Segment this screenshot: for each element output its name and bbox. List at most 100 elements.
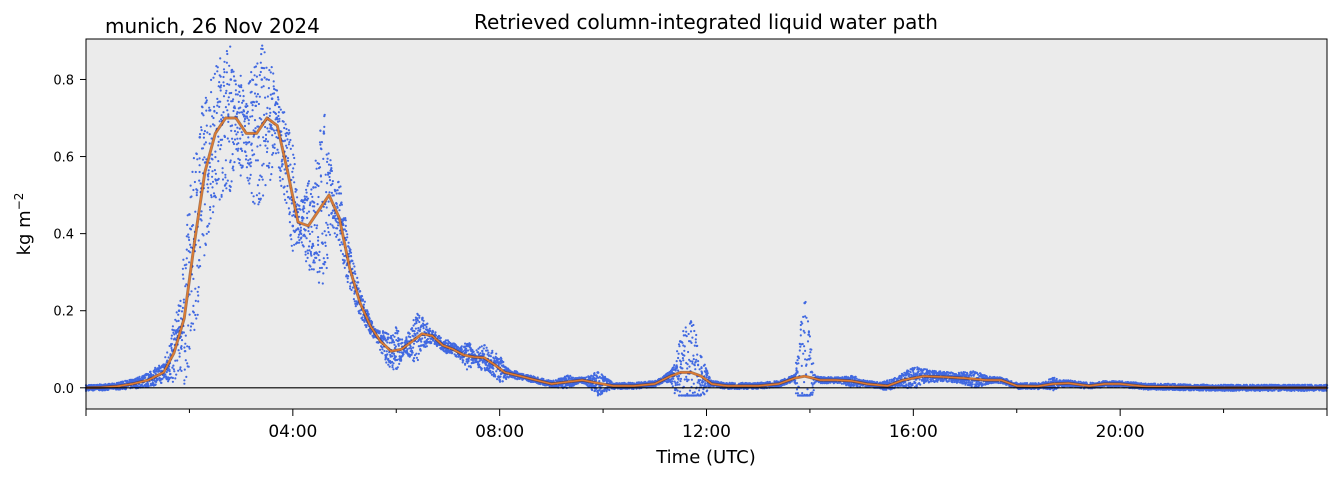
scatter-point (213, 124, 216, 127)
scatter-point (211, 158, 214, 161)
scatter-point (196, 264, 199, 267)
scatter-point (292, 214, 295, 217)
scatter-point (677, 369, 680, 372)
scatter-point (256, 62, 259, 65)
scatter-point (231, 153, 234, 156)
scatter-point (326, 256, 329, 260)
scatter-point (204, 141, 207, 144)
scatter-point (318, 166, 322, 169)
scatter-point (425, 345, 428, 348)
scatter-point (321, 242, 324, 245)
scatter-point (401, 338, 404, 341)
scatter-point (305, 191, 308, 194)
scatter-point (306, 256, 309, 259)
scatter-point (318, 259, 321, 262)
scatter-point (467, 360, 470, 363)
scatter-point (183, 382, 186, 385)
scatter-point (183, 379, 186, 382)
scatter-point (361, 316, 364, 319)
scatter-point (349, 255, 353, 258)
scatter-point (198, 157, 201, 160)
scatter-point (286, 157, 290, 160)
scatter-point (699, 383, 702, 387)
scatter-point (305, 188, 308, 191)
scatter-point (226, 82, 229, 86)
scatter-point (304, 250, 307, 253)
scatter-point (252, 135, 255, 138)
scatter-point (330, 169, 333, 173)
scatter-point (706, 389, 709, 392)
scatter-point (338, 243, 342, 246)
scatter-point (677, 343, 681, 346)
scatter-point (686, 363, 689, 366)
scatter-point (495, 352, 498, 355)
scatter-point (317, 162, 321, 165)
scatter-point (322, 257, 325, 260)
scatter-point (370, 320, 374, 324)
scatter-point (395, 327, 398, 330)
scatter-point (698, 389, 701, 392)
scatter-point (708, 377, 711, 380)
scatter-point (214, 156, 217, 159)
scatter-point (432, 339, 435, 342)
scatter-point (203, 130, 206, 133)
scatter-point (383, 337, 386, 340)
scatter-point (256, 93, 259, 96)
scatter-point (477, 347, 480, 350)
scatter-point (271, 153, 274, 156)
scatter-point (806, 320, 810, 323)
scatter-point (341, 253, 344, 256)
scatter-point (398, 362, 401, 365)
scatter-point (471, 348, 474, 351)
scatter-point (304, 253, 307, 256)
scatter-point (685, 378, 688, 381)
scatter-point (340, 203, 343, 206)
scatter-point (392, 368, 395, 371)
scatter-point (481, 349, 484, 352)
scatter-point (357, 287, 360, 290)
scatter-point (683, 345, 686, 348)
scatter-point (803, 381, 806, 384)
scatter-point (183, 368, 186, 371)
scatter-point (320, 148, 323, 151)
scatter-point (794, 392, 798, 395)
scatter-point (240, 86, 243, 89)
scatter-point (270, 97, 274, 100)
scatter-point (192, 304, 195, 307)
scatter-point (313, 261, 316, 264)
scatter-point (476, 361, 480, 364)
scatter-point (213, 194, 216, 197)
scatter-point (691, 360, 694, 363)
scatter-point (260, 175, 263, 178)
scatter-point (271, 134, 274, 137)
scatter-point (242, 89, 245, 92)
scatter-point (337, 180, 340, 183)
scatter-point (187, 233, 190, 236)
scatter-point (422, 327, 425, 330)
scatter-point (199, 246, 202, 249)
scatter-point (392, 341, 396, 344)
scatter-point (341, 243, 344, 246)
scatter-point (447, 342, 450, 345)
scatter-point (325, 266, 328, 270)
scatter-point (331, 182, 334, 185)
scatter-point (235, 112, 238, 115)
scatter-point (327, 152, 330, 155)
scatter-point (186, 214, 189, 217)
scatter-point (349, 248, 352, 251)
scatter-point (204, 243, 207, 246)
scatter-point (198, 136, 202, 139)
scatter-point (225, 50, 228, 53)
scatter-point (322, 157, 325, 160)
scatter-point (693, 344, 696, 347)
scatter-point (307, 182, 310, 185)
scatter-point (179, 299, 182, 302)
scatter-point (254, 104, 258, 107)
scatter-point (226, 52, 229, 56)
scatter-point (232, 70, 235, 73)
scatter-point (245, 143, 248, 146)
scatter-point (194, 170, 197, 174)
scatter-point (316, 252, 319, 255)
scatter-point (306, 197, 310, 200)
scatter-point (285, 146, 289, 149)
